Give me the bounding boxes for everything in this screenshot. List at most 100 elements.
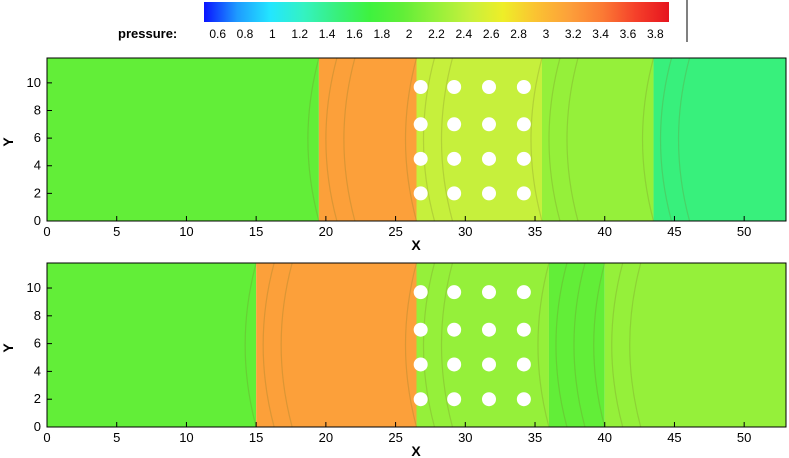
cylinder-obstacle bbox=[447, 285, 462, 300]
colorbar-tick-label: 2 bbox=[406, 27, 413, 41]
colorbar-tick-label: 3 bbox=[543, 27, 550, 41]
pressure-region bbox=[47, 58, 319, 221]
y-tick-label: 6 bbox=[34, 336, 41, 351]
x-tick-label: 30 bbox=[458, 430, 472, 445]
x-tick-label: 40 bbox=[598, 224, 612, 239]
cylinder-obstacle bbox=[482, 117, 497, 132]
y-tick-label: 8 bbox=[34, 308, 41, 323]
wave-arc bbox=[566, 58, 579, 221]
cylinder-obstacle bbox=[482, 392, 497, 407]
y-tick-label: 10 bbox=[27, 280, 41, 295]
wave-arc bbox=[262, 263, 275, 427]
cylinder-obstacle bbox=[516, 80, 531, 95]
colorbar-gradient bbox=[204, 2, 669, 22]
cylinder-obstacle bbox=[482, 151, 497, 166]
cylinder-obstacle bbox=[516, 117, 531, 132]
colorbar-tick-label: 3.6 bbox=[620, 27, 637, 41]
wave-arc bbox=[611, 263, 624, 427]
wave-arc bbox=[440, 263, 454, 427]
wave-arc bbox=[537, 263, 550, 427]
bottom-y-axis-label: Y bbox=[0, 343, 16, 353]
wave-arc bbox=[244, 263, 257, 427]
x-tick-label: 40 bbox=[598, 430, 612, 445]
x-tick-label: 10 bbox=[179, 224, 193, 239]
cylinder-obstacle bbox=[447, 392, 462, 407]
x-tick-label: 35 bbox=[528, 430, 542, 445]
y-tick-label: 6 bbox=[34, 130, 41, 145]
cylinder-obstacle bbox=[413, 322, 428, 337]
y-tick-label: 4 bbox=[34, 363, 41, 378]
wave-arc bbox=[440, 58, 454, 221]
pressure-region bbox=[256, 263, 417, 427]
wave-arc bbox=[548, 58, 561, 221]
wave-arc bbox=[573, 263, 586, 427]
x-tick-label: 25 bbox=[388, 430, 402, 445]
y-tick-label: 0 bbox=[34, 419, 41, 434]
colorbar-tick-labels: 0.6 0.8 1 1.2 1.4 1.6 1.8 2 2.2 2.4 2.6 2.8 3 3.2 3.4 3… bbox=[209, 27, 664, 41]
y-tick-label: 2 bbox=[34, 391, 41, 406]
cylinder-obstacle bbox=[447, 186, 462, 201]
cylinder-obstacle bbox=[516, 392, 531, 407]
cylinder-obstacle bbox=[413, 285, 428, 300]
wave-arc bbox=[678, 58, 691, 221]
x-tick-label: 0 bbox=[43, 224, 50, 239]
colorbar-tick-label: 1 bbox=[269, 27, 276, 41]
x-tick-label: 15 bbox=[249, 224, 263, 239]
cylinder-obstacle bbox=[482, 285, 497, 300]
x-tick-label: 5 bbox=[113, 224, 120, 239]
pressure-region bbox=[653, 58, 786, 221]
wave-arc bbox=[343, 58, 356, 221]
top-panel: 0 5 10 15 20 25 30 35 40 45 50 0 2 4 6 8 10 X Y bbox=[0, 57, 787, 253]
x-tick-label: 20 bbox=[319, 224, 333, 239]
pressure-region bbox=[318, 58, 417, 221]
y-tick-label: 0 bbox=[34, 213, 41, 228]
colorbar-tick-label: 1.2 bbox=[291, 27, 308, 41]
cylinder-obstacle bbox=[516, 322, 531, 337]
pressure-region bbox=[548, 263, 605, 427]
cylinder-obstacle bbox=[447, 117, 462, 132]
cylinder-obstacle bbox=[516, 186, 531, 201]
y-tick-label: 10 bbox=[27, 75, 41, 90]
bottom-pressure-field bbox=[47, 263, 786, 427]
top-y-axis-label: Y bbox=[0, 137, 16, 147]
cylinder-obstacle bbox=[413, 357, 428, 372]
colorbar-label: pressure: bbox=[118, 26, 177, 41]
wave-arc bbox=[422, 58, 436, 221]
wave-arc bbox=[307, 58, 320, 221]
cylinder-obstacle bbox=[516, 285, 531, 300]
bottom-plot-frame bbox=[46, 262, 787, 428]
cylinder-obstacle bbox=[413, 117, 428, 132]
cylinder-obstacle bbox=[447, 80, 462, 95]
bottom-panel: 0 5 10 15 20 25 30 35 40 45 50 0 2 4 6 8 10 X Y bbox=[0, 262, 787, 458]
cylinder-obstacle bbox=[413, 80, 428, 95]
x-tick-label: 0 bbox=[43, 430, 50, 445]
colorbar-tick-label: 3.8 bbox=[647, 27, 664, 41]
wave-arc bbox=[325, 58, 338, 221]
wave-arc bbox=[530, 58, 543, 221]
colorbar-tick-label: 2.4 bbox=[456, 27, 473, 41]
colorbar-tick-label: 2.8 bbox=[510, 27, 527, 41]
x-tick-label: 5 bbox=[113, 430, 120, 445]
cylinder-obstacle bbox=[447, 357, 462, 372]
cylinder-obstacle bbox=[482, 322, 497, 337]
x-tick-label: 50 bbox=[737, 224, 751, 239]
bottom-axes: 0 5 10 15 20 25 30 35 40 45 50 0 2 4 6 8 10 bbox=[27, 280, 752, 445]
x-tick-label: 25 bbox=[388, 224, 402, 239]
colorbar-tick-label: 0.6 bbox=[209, 27, 226, 41]
cylinder-obstacle bbox=[413, 151, 428, 166]
wave-arc bbox=[629, 263, 642, 427]
cylinder-obstacle bbox=[516, 151, 531, 166]
cylinder-obstacle bbox=[413, 186, 428, 201]
cylinder-obstacle bbox=[482, 357, 497, 372]
colorbar-tick-label: 1.6 bbox=[346, 27, 363, 41]
pressure-region bbox=[541, 58, 654, 221]
colorbar-tick-label: 1.8 bbox=[373, 27, 390, 41]
cylinder-obstacle bbox=[447, 322, 462, 337]
colorbar-tick-label: 3.4 bbox=[592, 27, 609, 41]
wave-arc bbox=[660, 58, 673, 221]
x-tick-label: 15 bbox=[249, 430, 263, 445]
x-tick-label: 20 bbox=[319, 430, 333, 445]
x-tick-label: 30 bbox=[458, 224, 472, 239]
x-tick-label: 35 bbox=[528, 224, 542, 239]
pressure-region bbox=[604, 263, 786, 427]
